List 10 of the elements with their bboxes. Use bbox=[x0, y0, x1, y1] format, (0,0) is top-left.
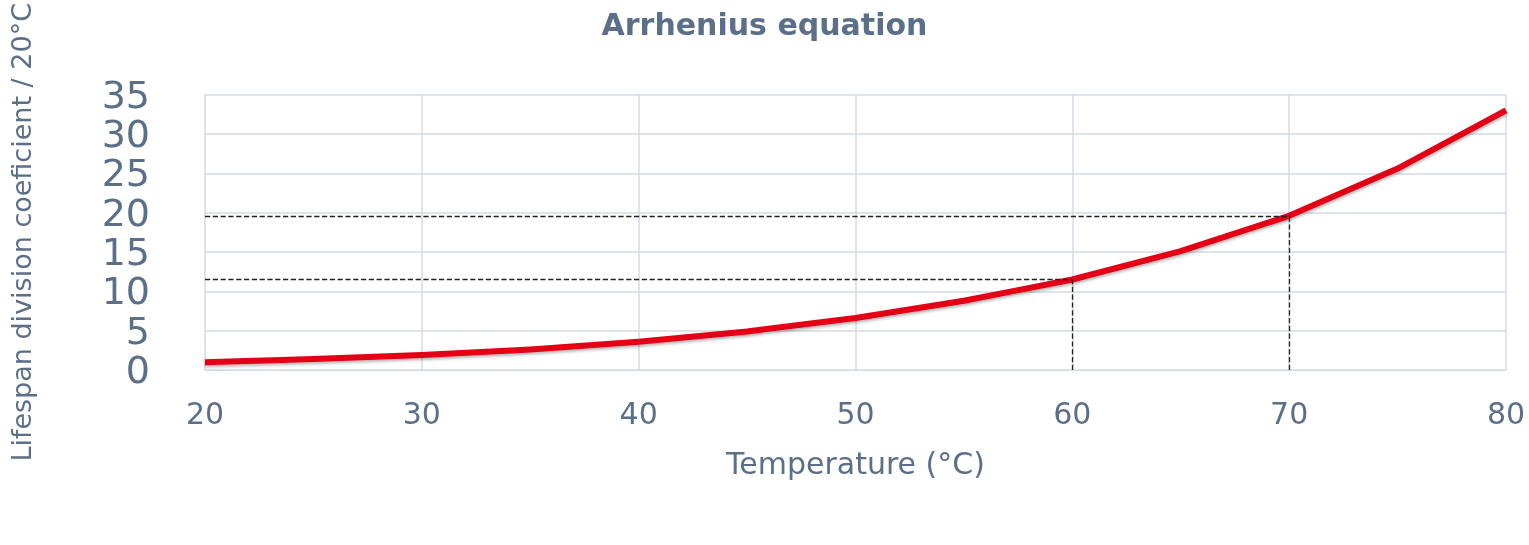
y-axis-title: Lifespan division coeficient / 20°C bbox=[6, 3, 37, 462]
x-tick-label: 50 bbox=[836, 395, 875, 431]
x-tick-label: 70 bbox=[1270, 395, 1309, 431]
x-tick-label: 40 bbox=[619, 395, 658, 431]
x-tick-label: 60 bbox=[1053, 395, 1092, 431]
x-tick-label: 30 bbox=[402, 395, 441, 431]
x-axis-title: Temperature (°C) bbox=[725, 445, 985, 481]
x-tick-label: 20 bbox=[185, 395, 225, 431]
chart-title: Arrhenius equation bbox=[601, 6, 928, 42]
x-tick-label: 80 bbox=[1486, 395, 1526, 431]
